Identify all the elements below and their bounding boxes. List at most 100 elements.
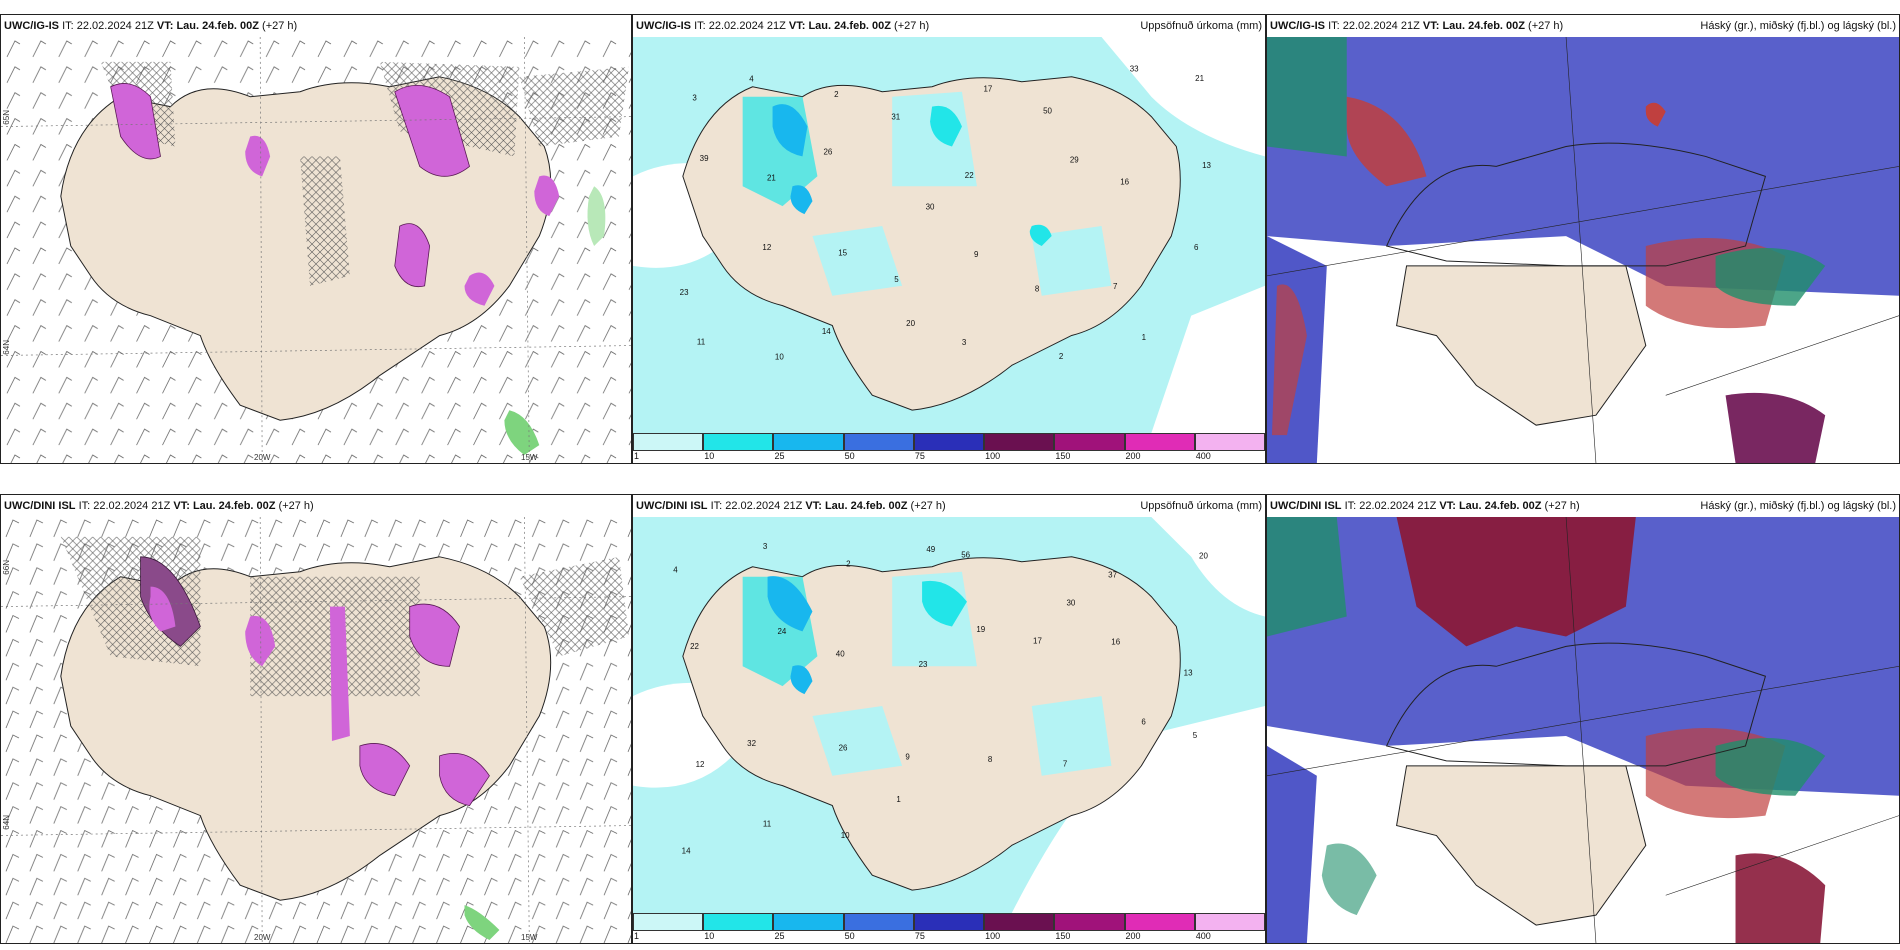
precip-value: 2 — [1059, 352, 1064, 361]
precip-value: 3 — [763, 542, 768, 551]
wind-map — [1, 517, 631, 943]
panel-header: UWC/DINI ISL IT: 22.02.2024 21Z VT: Lau.… — [633, 495, 1265, 517]
colorbar-tick: 200 — [1125, 931, 1141, 941]
colorbar-swatch — [633, 913, 704, 931]
colorbar: 1 10 25 50 75 100 150 200 400 — [633, 913, 1265, 943]
lat-label: 64N — [2, 340, 11, 355]
precip-value: 21 — [767, 174, 776, 183]
colorbar-tick: 200 — [1125, 451, 1141, 461]
precip-panel-bottom: UWC/DINI ISL IT: 22.02.2024 21Z VT: Lau.… — [632, 494, 1266, 944]
precip-value: 6 — [1141, 717, 1146, 726]
precip-map: 4 3 2 49 56 30 37 20 22 24 40 23 19 17 16 13 12 32 26 9 8 7 6 5… — [633, 517, 1265, 913]
colorbar-swatch — [1054, 433, 1125, 451]
colorbar-swatch — [773, 913, 844, 931]
precip-value: 9 — [974, 250, 979, 259]
precip-value: 31 — [891, 112, 900, 121]
precip-value: 16 — [1120, 177, 1129, 186]
precip-value: 6 — [1194, 243, 1199, 252]
wind-snow-panel-top: UWC/IG-IS IT: 22.02.2024 21Z VT: Lau. 24… — [0, 14, 632, 464]
colorbar-tick: 1 — [634, 931, 640, 941]
precip-value: 22 — [965, 171, 974, 180]
wind-map — [1, 37, 631, 463]
lon-label: 15W — [521, 933, 538, 942]
precip-value: 5 — [1193, 731, 1198, 740]
precip-value: 23 — [919, 660, 928, 669]
precip-value: 21 — [1195, 74, 1204, 83]
precip-value: 32 — [747, 739, 756, 748]
precip-value: 4 — [749, 74, 754, 83]
colorbar-swatch — [1194, 433, 1265, 451]
colorbar: 1 10 25 50 75 100 150 200 400 — [633, 433, 1265, 463]
precip-value: 1 — [896, 795, 901, 804]
precip-value: 10 — [775, 353, 784, 362]
wind-snow-panel-bottom: UWC/DINI ISL IT: 22.02.2024 21Z VT: Lau.… — [0, 494, 632, 944]
colorbar-tick: 50 — [844, 451, 855, 461]
precip-map: 3 4 2 31 17 50 33 21 39 21 26 30 22 29 16 13 23 12 15 5 9 8 7 6… — [633, 37, 1265, 433]
precip-value: 17 — [1033, 636, 1042, 645]
colorbar-tick: 50 — [844, 931, 855, 941]
cloud-map — [1267, 37, 1899, 463]
colorbar-tick: 100 — [985, 931, 1001, 941]
precip-value: 20 — [906, 319, 915, 328]
precip-value: 7 — [1113, 282, 1118, 291]
precip-value: 3 — [692, 93, 697, 102]
precip-value: 5 — [894, 275, 899, 284]
lat-label: 65N — [2, 110, 11, 125]
precip-value: 1 — [1142, 333, 1147, 342]
precip-value: 16 — [1111, 637, 1120, 646]
cloud-map — [1267, 517, 1899, 943]
precip-value: 20 — [1199, 551, 1208, 560]
panel-header: UWC/IG-IS IT: 22.02.2024 21Z VT: Lau. 24… — [633, 15, 1265, 37]
colorbar-swatch — [1124, 433, 1195, 451]
precip-value: 49 — [926, 545, 935, 554]
colorbar-swatch — [984, 433, 1055, 451]
colorbar-swatch — [1124, 913, 1195, 931]
lat-label: 66N — [2, 560, 11, 575]
panel-header: UWC/DINI ISL IT: 22.02.2024 21Z VT: Lau.… — [1, 495, 631, 517]
precip-value: 30 — [926, 202, 935, 211]
precip-value: 11 — [763, 820, 772, 829]
precip-title: Uppsöfnuð úrkoma (mm) — [1140, 500, 1262, 512]
precip-value: 11 — [697, 338, 706, 347]
colorbar-swatch — [1054, 913, 1125, 931]
cloud-title: Háský (gr.), miðský (fj.bl.) og lágský (… — [1700, 500, 1896, 512]
colorbar-swatch — [843, 433, 914, 451]
lat-label: 64N — [2, 815, 11, 830]
precip-value: 7 — [1063, 760, 1068, 769]
colorbar-tick: 10 — [704, 931, 715, 941]
precip-value: 4 — [673, 565, 678, 574]
precip-value: 2 — [834, 90, 839, 99]
cloud-panel-bottom: UWC/DINI ISL IT: 22.02.2024 21Z VT: Lau.… — [1266, 494, 1900, 944]
precip-value: 8 — [1035, 284, 1040, 293]
colorbar-tick: 150 — [1055, 451, 1071, 461]
precip-value: 24 — [778, 627, 787, 636]
model-name: UWC/IG-IS — [636, 20, 691, 32]
cloud-title: Háský (gr.), miðský (fj.bl.) og lágský (… — [1700, 20, 1896, 32]
precip-title: Uppsöfnuð úrkoma (mm) — [1140, 20, 1262, 32]
colorbar-swatch — [1194, 913, 1265, 931]
precip-value: 39 — [700, 154, 709, 163]
precip-value: 10 — [841, 831, 850, 840]
precip-value: 22 — [690, 642, 699, 651]
precip-value: 14 — [682, 846, 691, 855]
colorbar-swatch — [913, 913, 985, 931]
precip-value: 12 — [762, 243, 771, 252]
colorbar-swatch — [703, 913, 774, 931]
colorbar-swatch — [703, 433, 774, 451]
colorbar-swatch — [843, 913, 914, 931]
precip-value: 9 — [905, 752, 910, 761]
colorbar-tick: 10 — [704, 451, 715, 461]
colorbar-swatch — [913, 433, 985, 451]
precip-value: 23 — [680, 288, 689, 297]
precip-value: 37 — [1108, 571, 1117, 580]
colorbar-swatch — [633, 433, 704, 451]
precip-value: 14 — [822, 327, 831, 336]
cloud-panel-top: UWC/IG-IS IT: 22.02.2024 21Z VT: Lau. 24… — [1266, 14, 1900, 464]
precip-value: 3 — [962, 338, 967, 347]
precip-panel-top: UWC/IG-IS IT: 22.02.2024 21Z VT: Lau. 24… — [632, 14, 1266, 464]
lon-label: 20W — [254, 453, 271, 462]
precip-value: 8 — [988, 755, 993, 764]
colorbar-tick: 75 — [914, 451, 925, 461]
precip-value: 56 — [961, 550, 970, 559]
lon-label: 15W — [521, 453, 538, 462]
